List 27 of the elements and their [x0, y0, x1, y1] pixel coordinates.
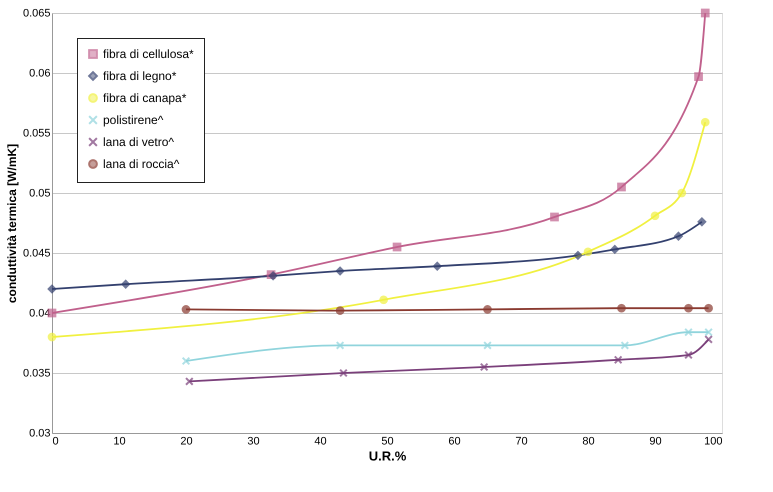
legend-label: lana di roccia^ — [103, 157, 180, 171]
x-tick-label: 60 — [448, 436, 461, 448]
y-tick-label: 0.045 — [22, 248, 50, 260]
legend-label: fibra di legno* — [103, 69, 177, 83]
x-tick-label: 90 — [649, 436, 662, 448]
y-tick-label: 0.06 — [29, 68, 50, 80]
legend-label: fibra di cellulosa* — [103, 47, 194, 61]
x-tick-label: 40 — [314, 436, 327, 448]
x-tick-label: 30 — [247, 436, 260, 448]
legend-label: polistirene^ — [103, 113, 164, 127]
x-tick-label: 70 — [515, 436, 528, 448]
y-tick-label: 0.065 — [22, 8, 50, 20]
y-axis-title: conduttività termica [W/mK] — [4, 144, 19, 304]
y-tick-label: 0.04 — [29, 308, 50, 320]
x-tick-label: 0 — [52, 436, 59, 448]
x-tick-label: 50 — [381, 436, 394, 448]
x-axis-title: U.R.% — [368, 448, 407, 464]
y-tick-label: 0.05 — [29, 188, 50, 200]
y-tick-label: 0.055 — [22, 128, 50, 140]
x-tick-label: 80 — [582, 436, 595, 448]
legend-label: lana di vetro^ — [103, 135, 174, 149]
x-tick-label: 10 — [113, 436, 126, 448]
x-tick-label: 100 — [704, 436, 722, 448]
y-tick-label: 0.03 — [29, 428, 50, 440]
legend-label: fibra di canapa* — [103, 91, 187, 105]
x-tick-label: 20 — [180, 436, 193, 448]
y-tick-label: 0.035 — [22, 368, 50, 380]
